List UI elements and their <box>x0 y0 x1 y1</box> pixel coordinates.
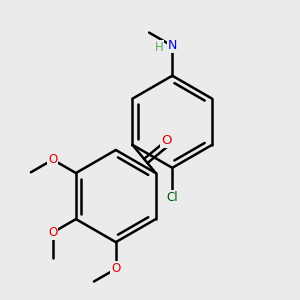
Text: Cl: Cl <box>167 191 178 204</box>
Text: O: O <box>111 262 120 275</box>
Text: N: N <box>168 40 177 52</box>
Text: O: O <box>48 226 57 239</box>
Text: O: O <box>48 153 57 166</box>
Text: H: H <box>154 41 163 54</box>
Text: O: O <box>161 134 172 147</box>
